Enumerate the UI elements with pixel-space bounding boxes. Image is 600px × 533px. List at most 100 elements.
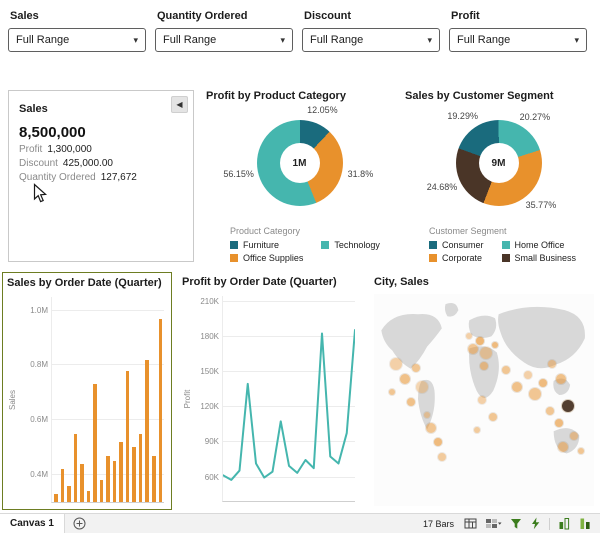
bottom-row: Sales by Order Date (Quarter) Sales 1.0M…: [2, 272, 598, 510]
bar[interactable]: [67, 485, 71, 502]
legend-swatch: [230, 241, 238, 249]
map-continents: [381, 302, 585, 454]
map-bubble[interactable]: [480, 362, 488, 371]
bar[interactable]: [73, 433, 78, 502]
chart-panel-profit-by-product-category[interactable]: Profit by Product Category 1M 12.05% 31.8…: [206, 90, 393, 263]
bar[interactable]: [151, 455, 156, 502]
legend-item-home-office[interactable]: Home Office: [501, 240, 577, 250]
map-bubble[interactable]: [548, 359, 557, 368]
map-bubble[interactable]: [577, 447, 584, 454]
map-bubble[interactable]: [512, 382, 522, 393]
map-bubble[interactable]: [474, 426, 481, 433]
map-bubble[interactable]: [433, 438, 442, 447]
map-bubble[interactable]: [524, 370, 532, 379]
bar[interactable]: [93, 384, 97, 502]
map-bubble[interactable]: [426, 422, 437, 433]
bar[interactable]: [86, 491, 91, 502]
filter-dropdown[interactable]: Full Range ▾: [155, 28, 293, 52]
bar[interactable]: [138, 433, 143, 502]
map-bubble[interactable]: [477, 396, 486, 404]
filter-dropdown[interactable]: Full Range ▾: [449, 28, 587, 52]
map-bubble[interactable]: [390, 357, 402, 370]
chart-panel-sales-by-order-date[interactable]: Sales by Order Date (Quarter) Sales 1.0M…: [2, 272, 172, 510]
filter-dropdown[interactable]: Full Range ▾: [8, 28, 146, 52]
map-bubble[interactable]: [416, 381, 429, 394]
legend-swatch: [230, 254, 238, 262]
data-table-icon[interactable]: [464, 517, 477, 530]
bar[interactable]: [99, 480, 104, 502]
donut-center-label: 1M: [279, 143, 320, 183]
bar[interactable]: [54, 493, 58, 502]
lightning-icon[interactable]: [530, 517, 541, 530]
gridline: [223, 336, 355, 337]
filter-label: Profit: [451, 10, 480, 22]
map-bubble[interactable]: [465, 333, 472, 340]
bar[interactable]: [145, 359, 149, 502]
map-bubble[interactable]: [492, 341, 498, 348]
chart-panel-city-sales-map[interactable]: City, Sales: [368, 272, 598, 510]
map-bubble[interactable]: [561, 400, 574, 413]
tab-canvas-1[interactable]: Canvas 1: [0, 514, 65, 533]
collapse-button[interactable]: ◀: [171, 96, 188, 113]
map-bubble[interactable]: [488, 412, 497, 421]
bar[interactable]: [125, 370, 130, 502]
bar[interactable]: [80, 463, 84, 502]
filter-icon[interactable]: [510, 518, 522, 530]
bar-toggle-icon-2[interactable]: [579, 517, 592, 530]
map-bubble[interactable]: [407, 398, 416, 407]
kpi-tile-sales[interactable]: Sales ◀ 8,500,000 Profit 1,300,000 Discoun…: [8, 90, 194, 262]
legend-item-furniture[interactable]: Furniture: [230, 240, 303, 250]
map-bubble[interactable]: [554, 419, 563, 428]
map-bubble[interactable]: [539, 379, 548, 388]
chevron-down-icon: ▾: [574, 34, 579, 45]
kpi-metric-row: Profit 1,300,000: [19, 144, 183, 155]
map-bubble[interactable]: [411, 364, 420, 373]
world-map[interactable]: [374, 294, 594, 506]
bar[interactable]: [132, 447, 136, 502]
legend-title: Product Category: [230, 226, 301, 236]
map-bubble[interactable]: [475, 336, 484, 345]
legend-item-consumer[interactable]: Consumer: [429, 240, 484, 250]
bar[interactable]: [158, 318, 163, 502]
profit-line[interactable]: [223, 330, 355, 480]
legend-item-technology[interactable]: Technology: [321, 240, 380, 250]
legend-item-office-supplies[interactable]: Office Supplies: [230, 253, 303, 263]
map-bubble[interactable]: [546, 406, 554, 415]
canvas-layout-icon[interactable]: [485, 517, 502, 530]
chart-panel-profit-by-order-date[interactable]: Profit by Order Date (Quarter) Profit 21…: [178, 272, 362, 510]
filter-dropdown[interactable]: Full Range ▾: [302, 28, 440, 52]
kpi-title: Sales: [19, 103, 48, 115]
bar[interactable]: [119, 441, 123, 502]
map-bubble[interactable]: [438, 453, 447, 462]
bar[interactable]: [106, 455, 110, 502]
legend-label: Small Business: [514, 253, 577, 263]
map-bubble[interactable]: [502, 366, 510, 375]
add-canvas-icon[interactable]: [73, 517, 86, 530]
bar-toggle-icon-1[interactable]: [558, 517, 571, 530]
legend-item-corporate[interactable]: Corporate: [429, 253, 484, 263]
slice-percent-label: 56.15%: [223, 168, 254, 179]
map-bubble[interactable]: [388, 388, 395, 395]
y-tick-label: 120K: [200, 402, 219, 412]
map-bubble[interactable]: [468, 344, 478, 355]
bar[interactable]: [60, 469, 65, 502]
map-bubbles: [374, 294, 594, 506]
map-bubble[interactable]: [570, 432, 579, 441]
y-tick-label: 0.6M: [30, 415, 48, 424]
map-bubble[interactable]: [399, 373, 410, 384]
legend-swatch: [321, 241, 330, 249]
mouse-cursor-icon: [33, 183, 48, 203]
top-row: Sales ◀ 8,500,000 Profit 1,300,000 Discoun…: [8, 90, 592, 263]
bar[interactable]: [112, 461, 117, 502]
map-bubble[interactable]: [556, 373, 566, 384]
legend-item-small-business[interactable]: Small Business: [501, 253, 577, 263]
map-bubble[interactable]: [480, 347, 493, 360]
map-bubble[interactable]: [558, 441, 569, 452]
gridline: [223, 476, 355, 478]
filter-value: Full Range: [163, 34, 217, 46]
map-bubble[interactable]: [528, 387, 541, 400]
bars: [52, 297, 164, 502]
map-bubble[interactable]: [423, 411, 430, 418]
chart-panel-sales-by-customer-segment[interactable]: Sales by Customer Segment 9M 19.29% 20.27…: [405, 90, 592, 263]
gridline: [52, 419, 164, 420]
